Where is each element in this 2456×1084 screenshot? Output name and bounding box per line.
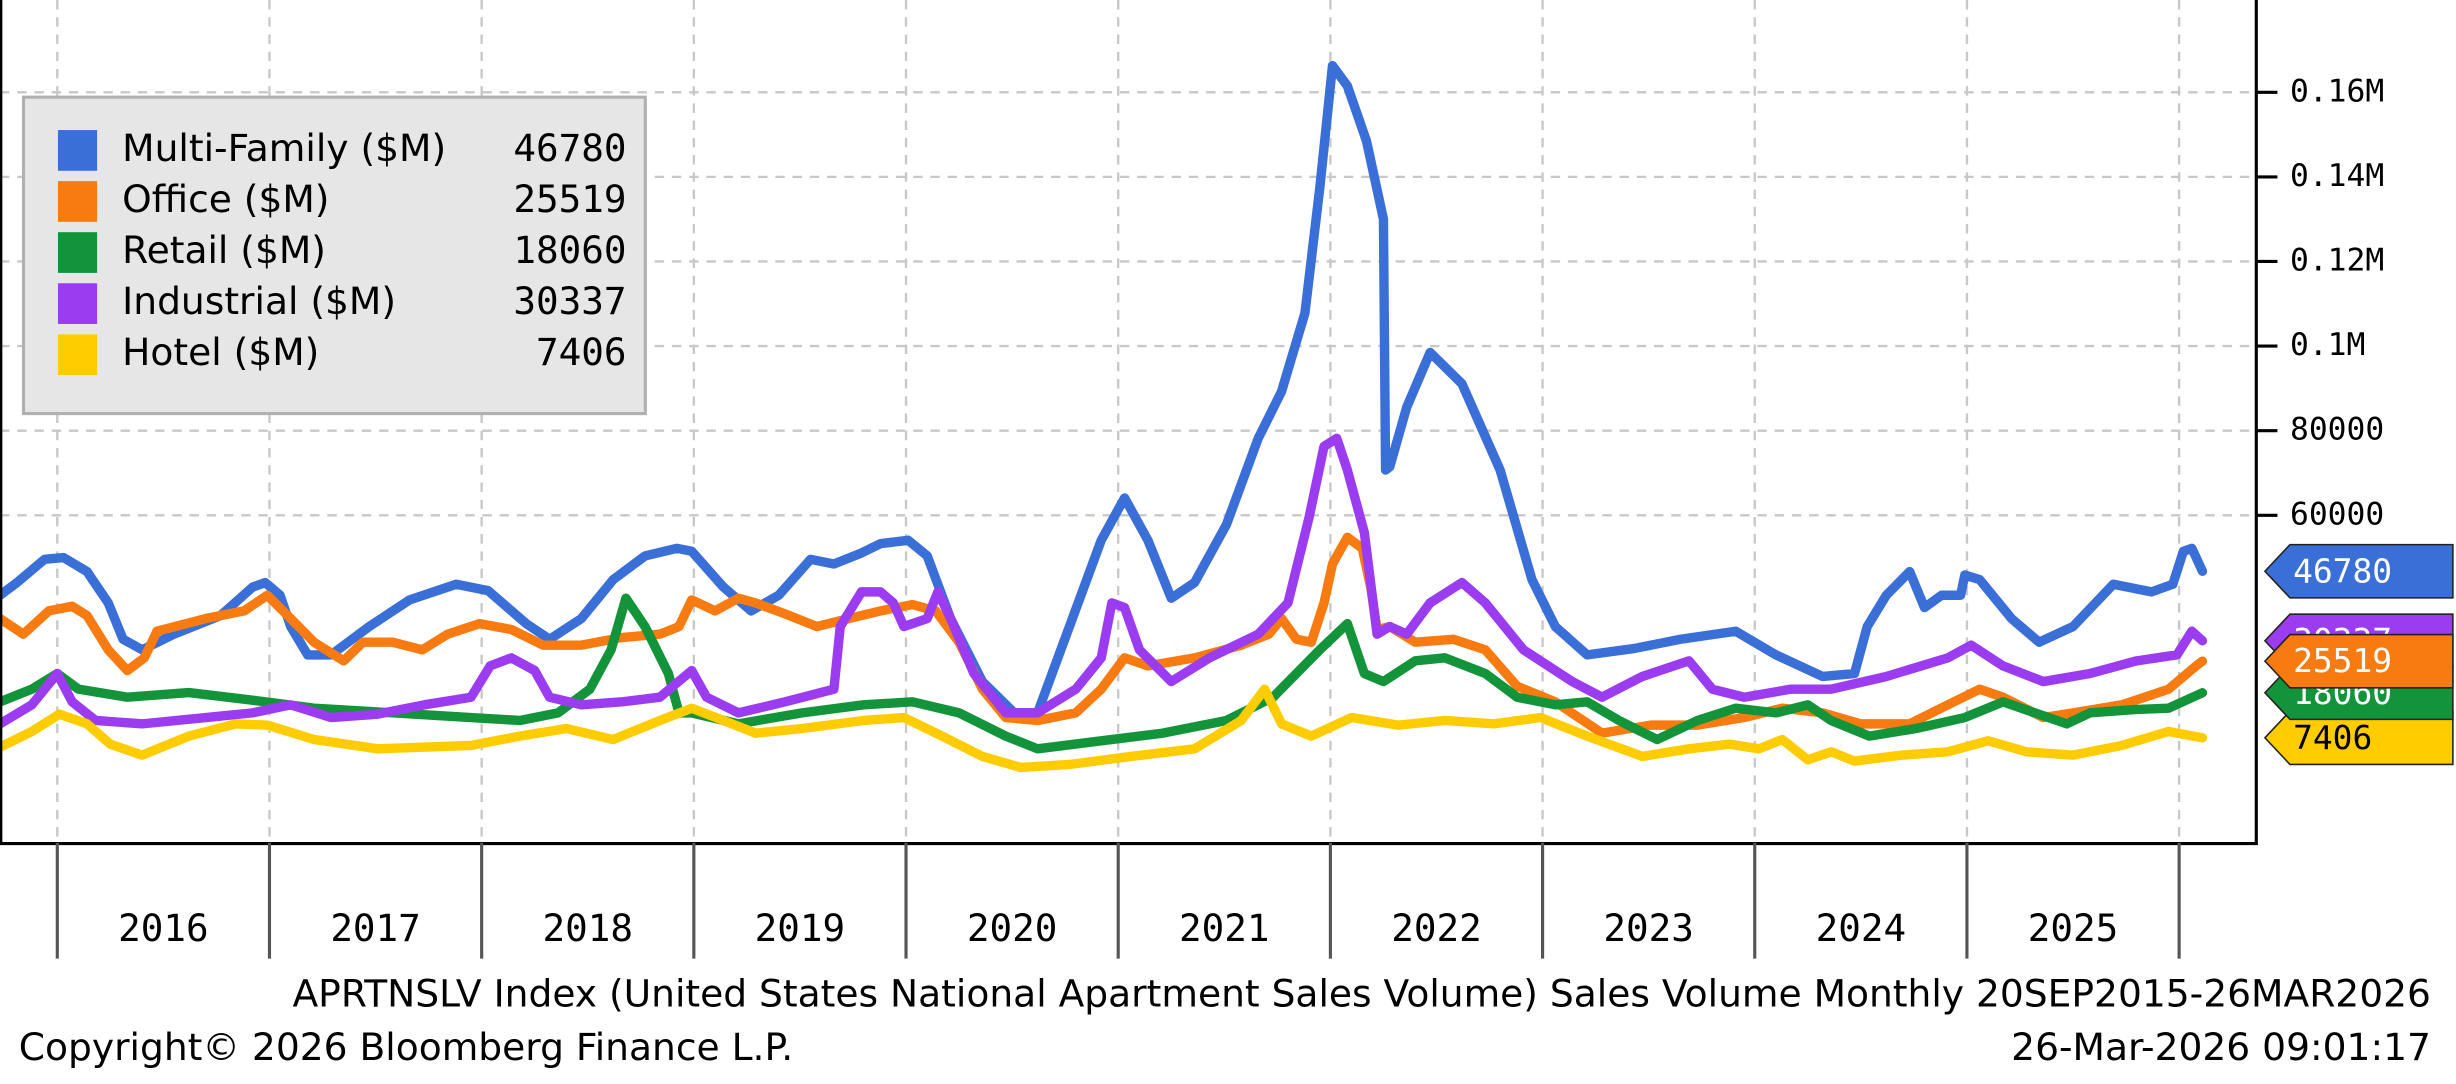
legend-swatch xyxy=(57,181,98,222)
timestamp: 26-Mar-2026 09:01:17 xyxy=(2011,1025,2431,1069)
last-value-tags: 467803033774061806025519 xyxy=(2263,543,2454,766)
x-tick-label: 2024 xyxy=(1816,906,1907,950)
value-tag-label: 25519 xyxy=(2293,641,2392,680)
value-tag-label: 46780 xyxy=(2293,551,2392,590)
x-tick-label: 2019 xyxy=(755,906,846,950)
chart-title: APRTNSLV Index (United States National A… xyxy=(292,972,2430,1016)
legend-box xyxy=(21,95,647,416)
y-tick-label: 0.1M xyxy=(2290,327,2365,363)
plot-lines xyxy=(0,60,2208,773)
x-tick-label: 2017 xyxy=(330,906,421,950)
x-tick-label: 2023 xyxy=(1603,906,1694,950)
y-tick-label: 80000 xyxy=(2290,412,2384,448)
plot-frame xyxy=(0,0,2258,846)
series-line xyxy=(0,60,2208,718)
legend-label: Multi-Family ($M) xyxy=(122,126,446,170)
legend-swatch xyxy=(57,130,98,171)
y-tick-label: 60000 xyxy=(2290,496,2384,532)
legend-label: Industrial ($M) xyxy=(122,279,396,323)
legend-value: 18060 xyxy=(513,228,626,272)
legend-swatch xyxy=(57,283,98,324)
copyright: Copyright© 2026 Bloomberg Finance L.P. xyxy=(19,1025,793,1069)
value-tag-label: 7406 xyxy=(2293,718,2372,757)
x-tick-label: 2022 xyxy=(1391,906,1482,950)
legend-swatch xyxy=(57,232,98,273)
y-tick-label: 0.14M xyxy=(2290,158,2384,194)
legend-label: Hotel ($M) xyxy=(122,330,319,374)
legend-value: 25519 xyxy=(513,177,626,221)
legend-value: 46780 xyxy=(513,126,626,170)
legend-value: 30337 xyxy=(513,279,626,323)
legend-label: Office ($M) xyxy=(122,177,329,221)
legend-label: Retail ($M) xyxy=(122,228,326,272)
grid xyxy=(0,0,2256,843)
x-tick-label: 2020 xyxy=(967,906,1057,950)
series-line xyxy=(0,433,2208,729)
x-tick-label: 2018 xyxy=(542,906,633,950)
series-line xyxy=(0,684,2208,773)
axes: 60000 80000 0.1M 0.12M 0.14M 0.16M 2016 2017 201… xyxy=(55,73,2384,959)
legend-swatch xyxy=(57,334,98,376)
y-tick-label: 0.16M xyxy=(2290,73,2384,109)
value-tag xyxy=(2263,543,2454,599)
y-tick-label: 0.12M xyxy=(2290,242,2384,278)
x-tick-label: 2016 xyxy=(118,906,209,950)
x-tick-label: 2025 xyxy=(2028,906,2119,950)
x-tick-label: 2021 xyxy=(1179,906,1270,950)
series-line xyxy=(0,532,2208,738)
series-line xyxy=(0,593,2208,754)
legend: Multi-Family ($M) 46780 Office ($M) 25519 Re… xyxy=(21,95,647,416)
value-tag xyxy=(2263,633,2454,689)
legend-value: 7406 xyxy=(536,330,627,374)
